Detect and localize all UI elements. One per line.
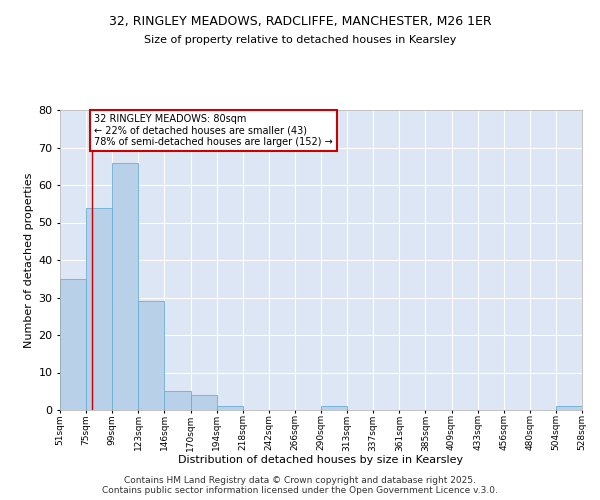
Bar <box>191 395 217 410</box>
Bar <box>139 301 164 410</box>
Text: 32 RINGLEY MEADOWS: 80sqm
← 22% of detached houses are smaller (43)
78% of semi-: 32 RINGLEY MEADOWS: 80sqm ← 22% of detac… <box>94 114 333 147</box>
Bar <box>164 391 191 410</box>
Bar <box>86 208 112 410</box>
Text: Contains HM Land Registry data © Crown copyright and database right 2025.: Contains HM Land Registry data © Crown c… <box>124 476 476 485</box>
Y-axis label: Number of detached properties: Number of detached properties <box>24 172 34 348</box>
X-axis label: Distribution of detached houses by size in Kearsley: Distribution of detached houses by size … <box>178 454 464 464</box>
Bar <box>556 406 582 410</box>
Bar <box>217 406 243 410</box>
Text: Size of property relative to detached houses in Kearsley: Size of property relative to detached ho… <box>144 35 456 45</box>
Text: Contains public sector information licensed under the Open Government Licence v.: Contains public sector information licen… <box>102 486 498 495</box>
Text: 32, RINGLEY MEADOWS, RADCLIFFE, MANCHESTER, M26 1ER: 32, RINGLEY MEADOWS, RADCLIFFE, MANCHEST… <box>109 15 491 28</box>
Bar <box>321 406 347 410</box>
Bar <box>112 162 139 410</box>
Bar <box>60 279 86 410</box>
